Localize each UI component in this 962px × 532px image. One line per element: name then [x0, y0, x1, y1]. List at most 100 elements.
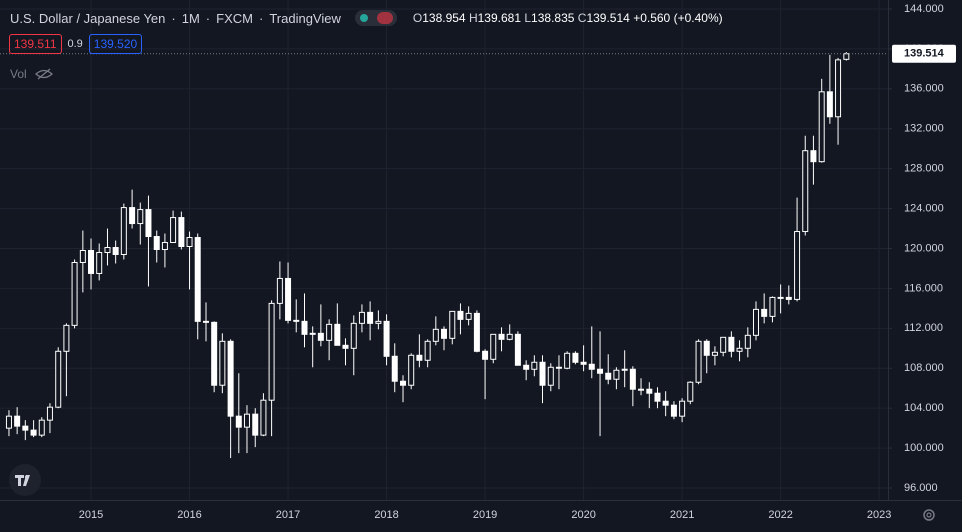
candle-body-down: [301, 320, 308, 335]
x-tick-label: 2016: [177, 509, 201, 521]
candle-body-down: [227, 340, 234, 417]
candle-body-down: [646, 388, 653, 394]
candle-body-down: [826, 91, 833, 118]
y-tick-label: 96.000: [904, 482, 938, 494]
candle-body-up: [5, 415, 12, 429]
candle-body-up: [802, 150, 809, 233]
candle-body-up: [104, 247, 111, 253]
y-tick-label: 124.000: [904, 202, 944, 214]
x-tick-label: 2023: [867, 509, 891, 521]
x-tick-label: 2020: [571, 509, 595, 521]
candle-body-up: [375, 320, 382, 324]
buy-button[interactable]: 139.520: [88, 34, 143, 54]
candle-body-up: [506, 333, 513, 340]
y-tick-label: 112.000: [904, 322, 943, 334]
y-tick-label: 108.000: [904, 362, 944, 374]
candle-body-down: [670, 404, 677, 417]
candle-body-down: [178, 217, 185, 248]
candle-body-up: [186, 237, 193, 248]
y-tick-label: 128.000: [904, 163, 944, 175]
ohlc: O138.954 H139.681 L138.835 C139.514 +0.5…: [413, 11, 723, 25]
candle-body-up: [835, 59, 842, 118]
volume-label: Vol: [10, 67, 27, 81]
candle-body-down: [514, 333, 521, 366]
y-tick-label: 120.000: [904, 242, 944, 254]
candle-body-down: [112, 247, 119, 255]
candle-body-up: [687, 381, 694, 402]
candle-body-down: [588, 363, 595, 370]
x-tick-label: 2019: [473, 509, 497, 521]
candle-body-up: [46, 406, 53, 421]
candle-body-down: [810, 150, 817, 163]
hidden-icon[interactable]: [34, 68, 53, 80]
candle-body-down: [441, 328, 447, 339]
candle-body-down: [235, 415, 242, 428]
y-tick-label: 136.000: [904, 83, 944, 95]
change: +0.560: [633, 11, 671, 25]
candle-body-up: [621, 368, 628, 371]
candle-body-up: [490, 333, 497, 360]
candle-body-up: [679, 400, 686, 417]
candle-body-up: [531, 361, 538, 370]
candle-body-up: [752, 308, 759, 336]
settings-icon[interactable]: [923, 509, 935, 521]
source: FXCM: [216, 10, 253, 26]
candle-body-down: [728, 336, 735, 352]
candle-body-up: [613, 369, 620, 380]
candle-body-down: [22, 425, 29, 431]
last-price-label: 139.514: [904, 48, 945, 60]
candle-body-up: [843, 53, 850, 60]
candle-body-down: [498, 333, 505, 340]
candle-body-up: [219, 340, 226, 386]
platform: TradingView: [269, 10, 341, 26]
l-letter: L: [524, 11, 532, 25]
candle-body-down: [129, 207, 136, 225]
candle-body-up: [243, 413, 250, 428]
candle-body-up: [309, 332, 316, 335]
candle-body-down: [539, 361, 546, 386]
x-tick-label: 2022: [768, 509, 792, 521]
candle-body-up: [63, 324, 70, 352]
legend-header: U.S. Dollar / Japanese Yen · 1M · FXCM · Tr…: [10, 10, 723, 26]
candle-body-down: [202, 320, 209, 323]
candle-body-up: [96, 251, 103, 274]
candle-body-down: [145, 209, 152, 238]
candle-body-up: [424, 340, 431, 361]
candle-body-up: [547, 366, 554, 386]
candle-body-down: [457, 310, 464, 320]
candle-body-up: [120, 207, 127, 255]
sep: ·: [205, 10, 211, 26]
candle-body-up: [268, 302, 275, 401]
interval: 1M: [181, 10, 200, 26]
x-tick-label: 2021: [670, 509, 694, 521]
y-tick-label: 104.000: [904, 402, 944, 414]
candle-body-down: [367, 311, 374, 324]
volume-legend: Vol: [10, 67, 53, 81]
candle-body-down: [785, 296, 792, 300]
candle-body-down: [252, 413, 259, 436]
candle-body-up: [326, 323, 333, 341]
candle-body-down: [285, 277, 292, 321]
candle-body-up: [161, 242, 168, 251]
toggle[interactable]: [354, 10, 397, 26]
h-letter: H: [468, 11, 478, 25]
candle-body-up: [449, 310, 456, 339]
candle-body-down: [14, 415, 21, 427]
candle-body-down: [580, 361, 587, 365]
o-letter: O: [412, 11, 423, 25]
candle-body-up: [744, 334, 751, 349]
candle-body-up: [432, 328, 439, 342]
candle-body-up: [71, 261, 78, 326]
candle-body-down: [629, 368, 636, 390]
x-tick-label: 2015: [79, 509, 103, 521]
candle-body-down: [211, 321, 218, 386]
sell-button[interactable]: 139.511: [9, 34, 62, 54]
c-letter: C: [577, 11, 587, 25]
candle-body-down: [555, 366, 562, 369]
candle-body-down: [317, 332, 324, 341]
candle-body-down: [391, 355, 398, 382]
candle-body-down: [703, 340, 710, 356]
